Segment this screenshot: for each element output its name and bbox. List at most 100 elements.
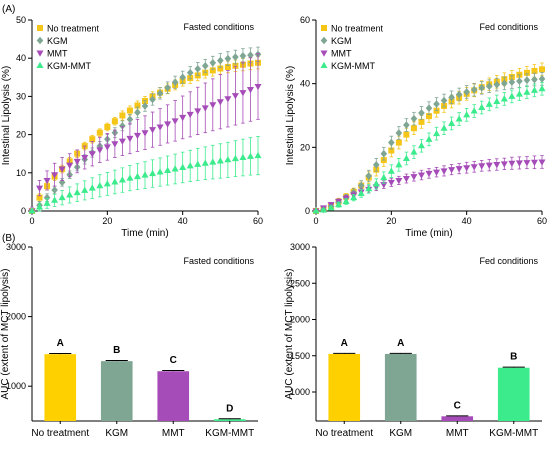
- bar-chart-2: 1000 1500 2000 2500 3000 AUC (extent of MCT l…: [284, 242, 542, 439]
- legend-label: KGM: [331, 36, 352, 46]
- legend-marker: [37, 25, 43, 31]
- data-point: [433, 169, 441, 176]
- bar: [328, 353, 361, 421]
- data-point: [455, 90, 463, 99]
- bar-group-no-treatment: A No treatment: [31, 338, 89, 439]
- y-axis-label: Intestinal Lipolysis (%): [1, 66, 12, 165]
- x-tick-label: KGM-MMT: [205, 428, 254, 439]
- data-point: [523, 76, 531, 84]
- data-point: [538, 84, 546, 92]
- bar-group-mmt: C MMT: [157, 355, 190, 439]
- data-point: [493, 80, 501, 89]
- data-point: [357, 189, 365, 196]
- data-point: [418, 118, 425, 125]
- data-point: [118, 138, 126, 145]
- y-tick-label: 10: [16, 168, 26, 178]
- legend-label: KGM-MMT: [47, 61, 91, 71]
- legend-marker: [320, 61, 328, 68]
- data-point: [141, 130, 149, 137]
- data-point: [81, 155, 89, 162]
- y-tick-label: 30: [16, 91, 26, 101]
- data-point: [171, 118, 179, 125]
- legend-label: MMT: [331, 49, 352, 59]
- bar-group-kgm: B KGM: [100, 345, 133, 439]
- data-point: [96, 147, 104, 154]
- series-mmt: [312, 155, 546, 215]
- legend-marker: [320, 50, 328, 57]
- data-point: [380, 173, 388, 181]
- x-tick-label: KGM: [389, 428, 412, 439]
- y-tick-label: 1000: [6, 381, 26, 391]
- legend-label: KGM: [47, 36, 68, 46]
- data-point: [402, 154, 410, 161]
- data-point: [104, 123, 111, 130]
- data-point: [523, 160, 531, 167]
- data-point: [470, 164, 478, 171]
- data-point: [232, 53, 239, 61]
- data-point: [111, 178, 119, 185]
- y-tick-label: 1000: [290, 387, 310, 397]
- x-tick-label: 40: [178, 216, 188, 226]
- data-point: [320, 206, 328, 213]
- data-point: [327, 204, 335, 211]
- x-tick-label: KGM-MMT: [489, 428, 538, 439]
- legend-marker: [36, 61, 44, 68]
- data-point: [156, 124, 164, 131]
- x-tick-label: 0: [313, 216, 318, 226]
- data-point: [231, 93, 239, 100]
- legend-label: No treatment: [47, 24, 100, 34]
- data-point: [247, 51, 254, 59]
- data-point: [425, 170, 433, 178]
- y-axis-label: AUC (extent of MCT lipolysis): [0, 269, 11, 400]
- data-point: [365, 172, 373, 180]
- y-tick-label: 2000: [290, 315, 310, 325]
- line-chart-1: 0 10 20 30 40 50 0 20 40 60 Time (min) Intestinal L…: [1, 15, 263, 239]
- x-tick-label: 40: [462, 216, 472, 226]
- data-point: [36, 203, 44, 210]
- panel-label-b: (B): [2, 233, 15, 244]
- data-point: [51, 196, 59, 203]
- data-point: [231, 154, 239, 162]
- data-point: [395, 177, 403, 185]
- data-point: [485, 100, 493, 107]
- data-point: [478, 103, 486, 111]
- line-chart-2: 0 20 40 60 0 20 40 60 Time (min) Intestinal Lipol…: [285, 15, 547, 239]
- legend-marker: [36, 50, 44, 57]
- data-point: [425, 135, 433, 142]
- data-point: [350, 193, 358, 201]
- data-point: [531, 75, 538, 84]
- data-point: [410, 174, 418, 181]
- legend: No treatment KGM MMT KGM-MMT: [36, 24, 100, 71]
- legend-label: MMT: [47, 49, 68, 59]
- y-axis-label: AUC (extent of MCT lipolysis): [284, 269, 295, 400]
- y-tick-label: 2000: [6, 312, 26, 322]
- legend-label: No treatment: [331, 24, 384, 34]
- data-point: [478, 163, 486, 170]
- y-tick-label: 0: [305, 206, 310, 216]
- x-tick-label: No treatment: [31, 428, 89, 439]
- data-point: [508, 160, 516, 168]
- data-point: [179, 73, 186, 82]
- data-point: [246, 152, 254, 159]
- bar-group-kgm: A KGM: [384, 338, 417, 439]
- data-point: [403, 121, 410, 129]
- x-tick-label: 60: [537, 216, 547, 226]
- data-point: [126, 174, 134, 181]
- data-point: [463, 88, 470, 96]
- x-tick-label: KGM: [105, 428, 128, 439]
- data-point: [118, 176, 126, 183]
- data-point: [402, 176, 410, 183]
- data-point: [417, 172, 425, 179]
- data-point: [523, 88, 531, 95]
- data-point: [111, 118, 118, 125]
- significance-letter: C: [170, 355, 177, 366]
- data-point: [88, 151, 96, 158]
- data-point: [433, 100, 440, 108]
- data-point: [156, 168, 164, 175]
- data-point: [103, 180, 111, 187]
- x-axis-label: Time (min): [405, 228, 452, 239]
- y-tick-label: 40: [300, 79, 310, 89]
- data-point: [342, 197, 350, 204]
- data-point: [500, 161, 508, 168]
- data-point: [126, 107, 133, 114]
